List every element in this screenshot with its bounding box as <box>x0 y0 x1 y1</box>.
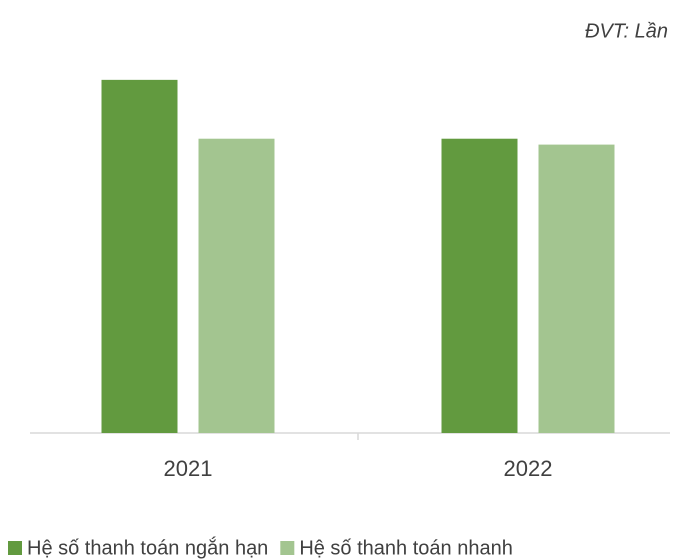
chart-subtitle: ĐVT: Lần <box>585 20 668 42</box>
legend-swatch <box>8 541 22 555</box>
legend-label: Hệ số thanh toán nhanh <box>299 537 513 559</box>
bar <box>198 138 275 433</box>
bar <box>441 138 518 433</box>
bar <box>538 144 615 433</box>
legend-swatch <box>280 541 295 555</box>
x-tick-label: 2022 <box>504 456 553 481</box>
legend-label: Hệ số thanh toán ngắn hạn <box>27 536 268 559</box>
bar <box>101 79 178 433</box>
x-tick-label: 2021 <box>164 456 213 481</box>
